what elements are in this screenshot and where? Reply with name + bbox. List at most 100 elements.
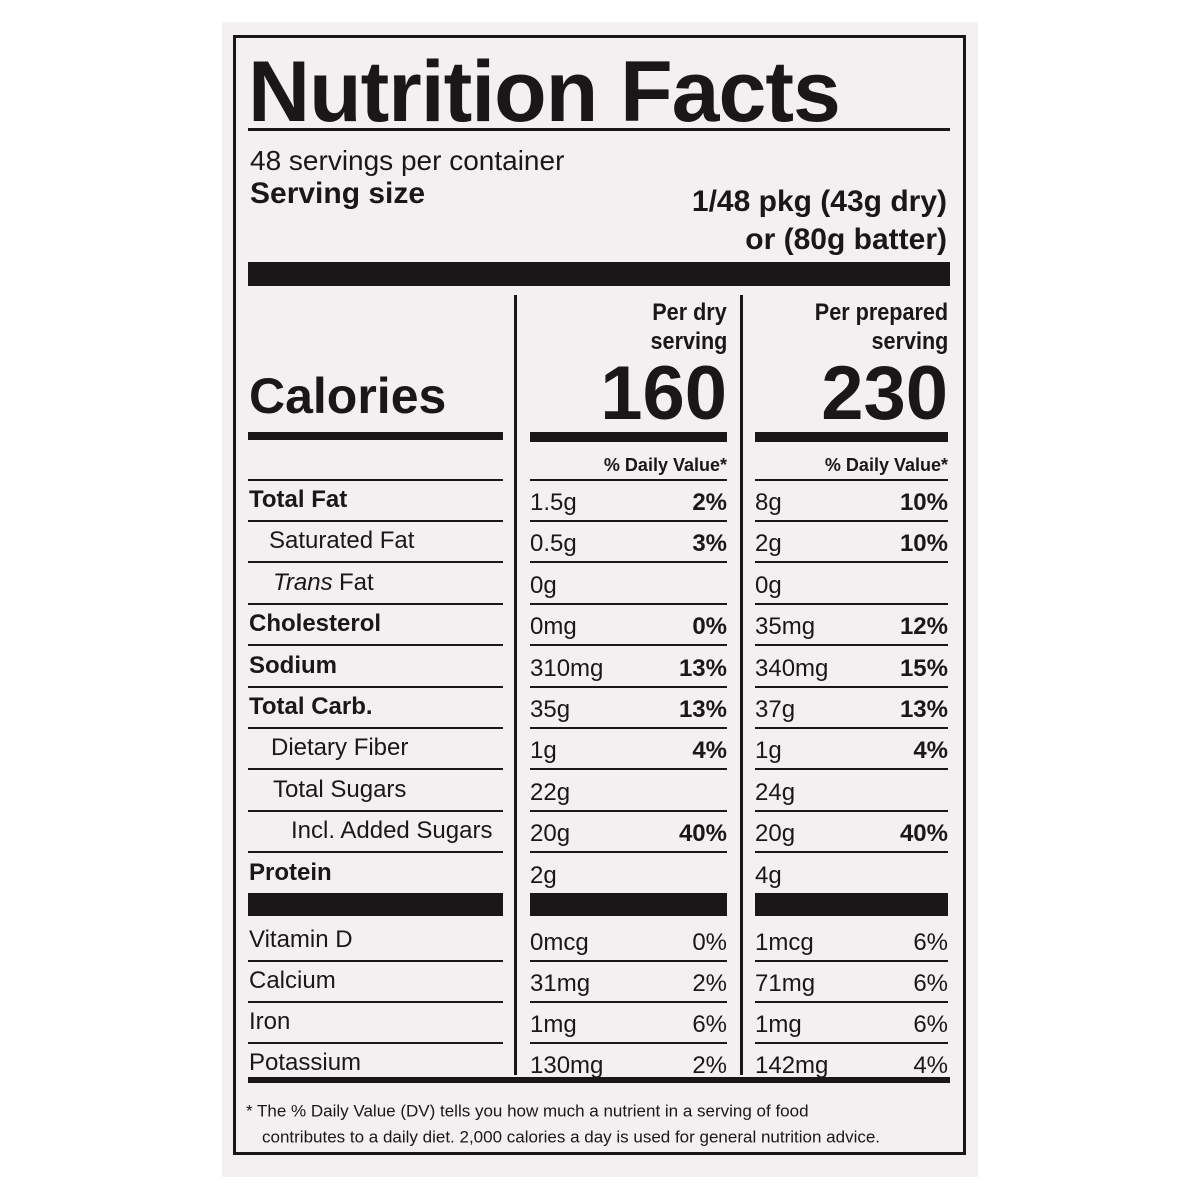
amount: 71mg [755, 970, 816, 997]
title: Nutrition Facts [248, 44, 841, 140]
rule [248, 520, 503, 522]
footnote: * The % Daily Value (DV) tells you how m… [246, 1101, 809, 1121]
nutrient-name: Dietary Fiber [271, 734, 409, 762]
rule [530, 893, 727, 916]
amount: 2g [755, 530, 782, 558]
rule [248, 602, 503, 605]
amount: 22g [530, 778, 571, 806]
amount: 24g [755, 778, 796, 806]
rule [248, 432, 503, 440]
rule [530, 561, 727, 564]
label-border [233, 35, 966, 1155]
rule [755, 479, 948, 481]
daily-value: 2% [692, 1052, 727, 1079]
amount: 1g [755, 737, 782, 765]
rule [248, 561, 503, 564]
nutrient-name: Fat [339, 568, 374, 596]
amount: 1mcg [755, 929, 814, 956]
amount: 35g [530, 696, 571, 723]
nutrient-name: Total Fat [249, 486, 348, 513]
rule [530, 520, 727, 522]
footnote: contributes to a daily diet. 2,000 calor… [262, 1127, 881, 1147]
rule [248, 479, 503, 481]
amount: 1mg [530, 1011, 577, 1038]
rule [755, 727, 948, 729]
amount: 4g [755, 861, 782, 889]
daily-value: 4% [913, 1052, 948, 1079]
amount: 20g [755, 820, 796, 848]
dv-heading: % Daily Value* [603, 455, 727, 475]
nutrient-name: Saturated Fat [269, 527, 415, 555]
rule [755, 644, 948, 647]
amount: 1.5g [530, 489, 577, 516]
daily-value: 2% [692, 489, 727, 516]
daily-value: 4% [913, 737, 948, 765]
rule [755, 851, 948, 854]
rule [248, 1001, 503, 1003]
daily-value: 2% [692, 970, 727, 997]
rule [248, 685, 503, 688]
rule [530, 644, 727, 647]
rule [755, 809, 948, 812]
rule [530, 432, 727, 442]
rule [530, 768, 727, 771]
nutrient-name: Incl. Added Sugars [291, 817, 493, 845]
nutrient-name: Potassium [249, 1049, 362, 1076]
rule [755, 893, 948, 916]
rule [248, 851, 503, 854]
nutrient-name: Iron [249, 1008, 291, 1035]
amount: 2g [530, 861, 557, 889]
amount: 0mg [530, 613, 577, 641]
daily-value: 6% [913, 929, 948, 956]
calories-label: Calories [249, 368, 447, 424]
amount: 0mcg [530, 929, 589, 956]
daily-value: 13% [899, 696, 948, 723]
rule [530, 685, 727, 688]
amount: 310mg [530, 654, 604, 682]
label-background [222, 22, 978, 1177]
nutrient-name: Trans [273, 568, 333, 596]
daily-value: 0% [692, 613, 727, 641]
daily-value: 6% [692, 1011, 727, 1038]
rule [248, 960, 503, 962]
rule [530, 960, 727, 962]
rule [530, 1042, 727, 1044]
rule [755, 768, 948, 771]
daily-value: 15% [899, 654, 948, 682]
daily-value: 40% [678, 820, 727, 848]
amount: 37g [755, 696, 796, 723]
rule [248, 1077, 950, 1083]
nutrient-name: Cholesterol [249, 610, 382, 638]
amount: 0g [530, 571, 557, 599]
rule [755, 432, 948, 442]
daily-value: 13% [678, 696, 727, 723]
rule [755, 1042, 948, 1044]
daily-value: 3% [692, 530, 727, 558]
rule [248, 1042, 503, 1044]
rule [740, 295, 743, 1075]
rule [248, 768, 503, 771]
nutrient-name: Sodium [249, 651, 337, 679]
daily-value: 40% [899, 820, 948, 848]
daily-value: 6% [913, 1011, 948, 1038]
daily-value: 6% [913, 970, 948, 997]
rule [530, 809, 727, 812]
rule [248, 128, 950, 131]
rule [248, 893, 503, 916]
daily-value: 10% [899, 489, 948, 516]
nutrient-name: Vitamin D [249, 926, 353, 953]
amount: 0.5g [530, 530, 577, 558]
rule [248, 809, 503, 812]
amount: 1g [530, 737, 557, 765]
dv-heading: % Daily Value* [824, 455, 948, 475]
column-heading: Per dry [652, 299, 727, 326]
servings: 48 servings per container [250, 145, 565, 176]
calories-value: 230 [821, 351, 948, 436]
amount: 1mg [755, 1011, 802, 1038]
rule [530, 851, 727, 854]
serving-size-label: Serving size [250, 177, 426, 210]
rule [755, 520, 948, 522]
rule [755, 685, 948, 688]
amount: 130mg [530, 1052, 604, 1079]
